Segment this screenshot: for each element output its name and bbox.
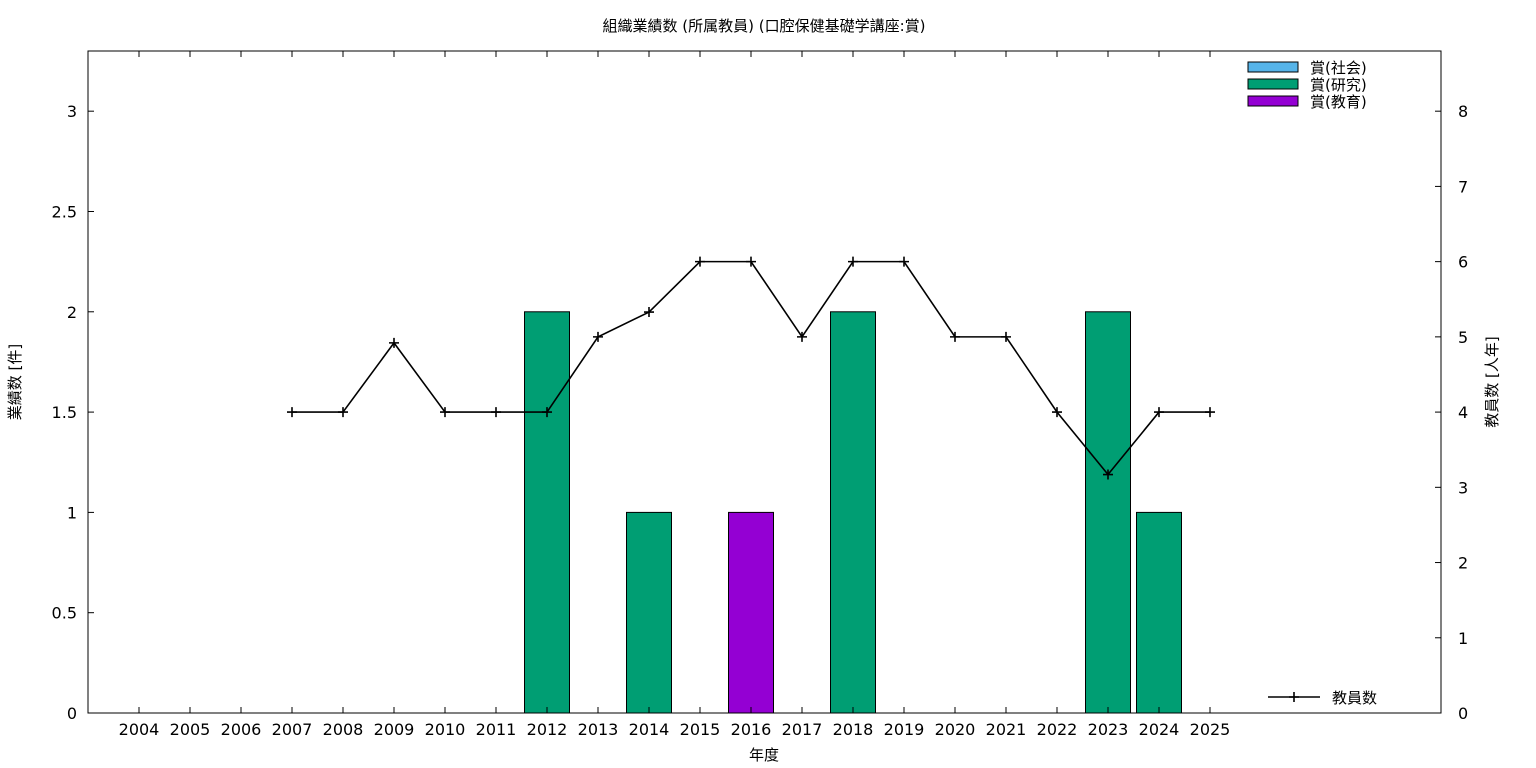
x-tick-label: 2025 <box>1190 720 1231 739</box>
x-tick-label: 2013 <box>578 720 619 739</box>
teacher-count-point <box>1154 407 1164 418</box>
teacher-count-line <box>292 260 1210 476</box>
teacher-count-point <box>1205 407 1215 418</box>
teacher-count-point <box>389 337 399 348</box>
y-tick-label-left: 0 <box>67 704 77 723</box>
x-tick-label: 2008 <box>323 720 364 739</box>
x-tick-label: 2024 <box>1139 720 1180 739</box>
legend-line: 教員数 <box>1268 689 1377 707</box>
y-tick-label-right: 4 <box>1458 403 1468 422</box>
bar-2018-series-1 <box>830 311 876 714</box>
teacher-count-point <box>593 331 603 342</box>
y-axis-right: 0 1 2 3 4 5 6 7 8 <box>1435 102 1468 723</box>
bar-2014-series-1 <box>626 511 672 714</box>
teacher-count-point <box>491 407 501 418</box>
x-tick-label: 2023 <box>1088 720 1129 739</box>
y-tick-label-right: 8 <box>1458 102 1468 121</box>
x-tick-label: 2012 <box>527 720 568 739</box>
teacher-count-point <box>746 256 756 267</box>
bars <box>524 311 1182 714</box>
y-tick-label-right: 6 <box>1458 253 1468 272</box>
x-tick-label: 2006 <box>221 720 262 739</box>
x-tick-label: 2017 <box>782 720 823 739</box>
teacher-count-point <box>797 331 807 342</box>
legend-label-2: 賞(教育) <box>1310 93 1367 111</box>
y-axis-left: 0 0.5 1 1.5 2 2.5 3 <box>52 102 94 723</box>
y-axis-label-right: 教員数 [人年] <box>1483 336 1501 427</box>
teacher-count-point <box>950 331 960 342</box>
teacher-count-point <box>287 407 297 418</box>
x-tick-label: 2020 <box>935 720 976 739</box>
y-tick-label-right: 5 <box>1458 328 1468 347</box>
teacher-count-point <box>440 407 450 418</box>
bar-2024-series-1 <box>1136 511 1182 714</box>
teacher-count-point <box>1052 407 1062 418</box>
x-tick-label: 2010 <box>425 720 466 739</box>
legend-label-0: 賞(社会) <box>1310 59 1367 77</box>
y-axis-label-left: 業績数 [件] <box>6 344 24 420</box>
y-tick-label-left: 3 <box>67 102 77 121</box>
legend-swatch-0 <box>1247 61 1299 73</box>
teacher-count-point <box>1103 469 1113 480</box>
y-tick-label-left: 0.5 <box>52 604 77 623</box>
x-tick-label: 2018 <box>833 720 874 739</box>
bar-2016-series-2 <box>728 511 774 714</box>
y-tick-label-left: 2.5 <box>52 202 77 221</box>
teacher-count-point <box>848 256 858 267</box>
x-tick-label: 2011 <box>476 720 517 739</box>
legend-label-1: 賞(研究) <box>1310 76 1367 94</box>
teacher-count-point <box>695 256 705 267</box>
bar-2023-series-1 <box>1085 311 1131 714</box>
x-tick-label: 2009 <box>374 720 415 739</box>
x-tick-label: 2007 <box>272 720 313 739</box>
x-axis: 2004 2005 2006 2007 2008 2009 2010 2011 2012 2013… <box>119 51 1231 739</box>
legend-bars: 賞(社会)賞(研究)賞(教育) <box>1247 59 1367 111</box>
x-tick-label: 2015 <box>680 720 721 739</box>
teacher-count-point <box>899 256 909 267</box>
teacher-count-point <box>1001 331 1011 342</box>
teacher-count-point <box>542 407 552 418</box>
y-tick-label-right: 3 <box>1458 478 1468 497</box>
y-tick-label-left: 1 <box>67 503 77 522</box>
teacher-count-line-layer <box>287 256 1215 480</box>
legend-line-marker <box>1289 692 1299 702</box>
legend-swatch-2 <box>1247 95 1299 107</box>
legend-swatch-1 <box>1247 78 1299 90</box>
x-tick-label: 2022 <box>1037 720 1078 739</box>
teacher-count-point <box>644 307 654 318</box>
x-tick-label: 2014 <box>629 720 670 739</box>
y-tick-label-left: 1.5 <box>52 403 77 422</box>
y-tick-label-right: 0 <box>1458 704 1468 723</box>
x-tick-label: 2021 <box>986 720 1027 739</box>
chart-title: 組織業績数 (所属教員) (口腔保健基礎学講座:賞) <box>602 17 925 35</box>
legend-line-label: 教員数 <box>1332 689 1377 707</box>
bar-2012-series-1 <box>524 311 570 714</box>
x-axis-label: 年度 <box>749 746 779 764</box>
x-tick-label: 2005 <box>170 720 211 739</box>
x-tick-label: 2004 <box>119 720 160 739</box>
y-tick-label-left: 2 <box>67 303 77 322</box>
y-tick-label-right: 1 <box>1458 629 1468 648</box>
y-tick-label-right: 2 <box>1458 554 1468 573</box>
teacher-count-point <box>338 407 348 418</box>
x-tick-label: 2019 <box>884 720 925 739</box>
x-tick-label: 2016 <box>731 720 772 739</box>
y-tick-label-right: 7 <box>1458 177 1468 196</box>
